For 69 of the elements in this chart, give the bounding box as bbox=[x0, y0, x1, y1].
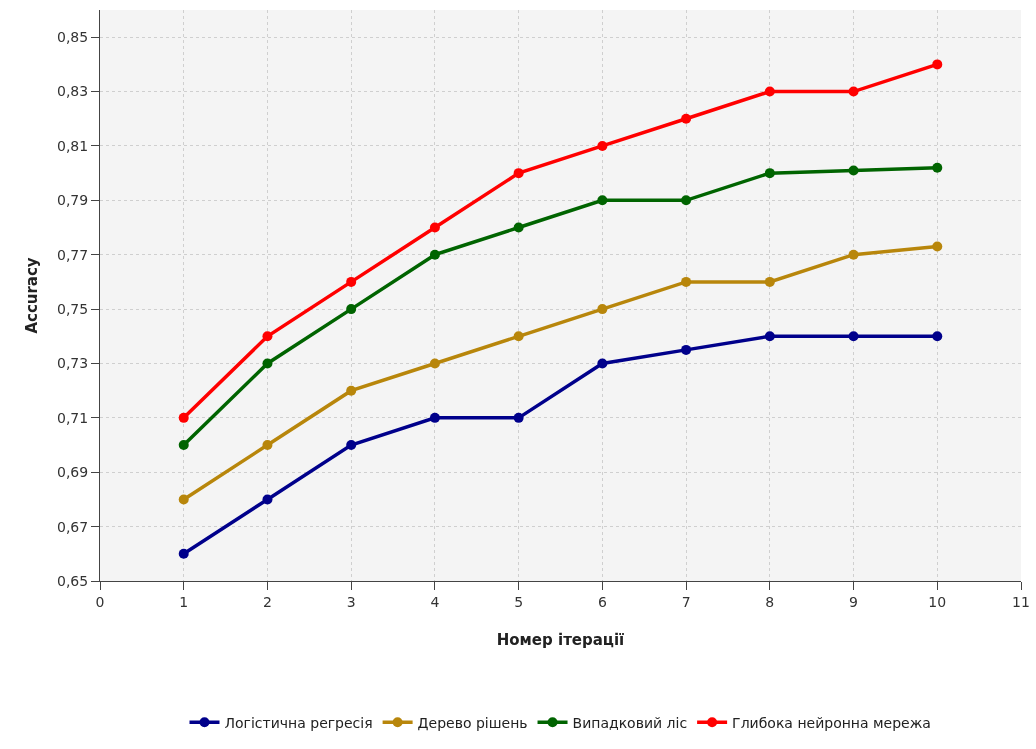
x-axis-title: Номер ітерації bbox=[496, 630, 625, 649]
point bbox=[681, 113, 692, 124]
x-tick-label: 3 bbox=[346, 593, 356, 610]
point bbox=[597, 195, 608, 206]
point bbox=[262, 494, 273, 505]
point bbox=[764, 86, 775, 97]
point bbox=[681, 195, 692, 206]
point bbox=[848, 249, 859, 260]
x-tick-label: 7 bbox=[681, 593, 691, 610]
point bbox=[764, 276, 775, 287]
y-tick-label: 0,77 bbox=[57, 246, 89, 263]
y-tick-label: 0,67 bbox=[57, 518, 89, 535]
point bbox=[932, 162, 943, 173]
y-tick-label: 0,83 bbox=[57, 83, 89, 100]
point bbox=[346, 440, 357, 451]
point bbox=[681, 276, 692, 287]
legend-label: Дерево рішень bbox=[417, 714, 528, 731]
y-tick-label: 0,75 bbox=[57, 301, 89, 317]
point bbox=[262, 331, 273, 342]
point bbox=[178, 412, 189, 423]
point bbox=[513, 331, 524, 342]
point bbox=[429, 358, 440, 369]
y-tick-label: 0,65 bbox=[57, 572, 89, 589]
x-tick-label: 6 bbox=[597, 593, 607, 610]
point bbox=[346, 276, 357, 287]
x-tick-label: 4 bbox=[430, 593, 440, 610]
legend-label: Випадковий ліс bbox=[572, 714, 688, 731]
point bbox=[429, 222, 440, 233]
point bbox=[764, 331, 775, 342]
point bbox=[513, 412, 524, 423]
point bbox=[429, 412, 440, 423]
y-tick-label: 0,73 bbox=[57, 355, 89, 372]
x-tick-label: 2 bbox=[262, 593, 272, 610]
point bbox=[932, 241, 943, 252]
y-tick-label: 0,81 bbox=[57, 137, 89, 154]
legend-label: Глибока нейронна мережа bbox=[732, 714, 931, 731]
point bbox=[848, 331, 859, 342]
x-tick-label: 0 bbox=[95, 593, 105, 610]
x-tick-label: 1 bbox=[179, 593, 189, 610]
point bbox=[848, 86, 859, 97]
point bbox=[681, 344, 692, 355]
point bbox=[262, 440, 273, 451]
point bbox=[932, 331, 943, 342]
point bbox=[346, 304, 357, 315]
x-tick-label: 11 bbox=[1012, 593, 1030, 610]
point bbox=[597, 304, 608, 315]
point bbox=[178, 494, 189, 505]
point bbox=[513, 168, 524, 179]
point bbox=[178, 548, 189, 559]
y-axis-title: Accuracy bbox=[23, 257, 42, 334]
point bbox=[597, 358, 608, 369]
point bbox=[597, 140, 608, 151]
x-tick-label: 5 bbox=[514, 593, 524, 610]
y-tick-label: 0,85 bbox=[57, 29, 89, 46]
point bbox=[346, 385, 357, 396]
point bbox=[262, 358, 273, 369]
x-tick-label: 9 bbox=[849, 593, 859, 610]
legend-label: Логістична регресія bbox=[224, 714, 373, 731]
point bbox=[848, 165, 859, 176]
x-tick-label: 10 bbox=[928, 593, 947, 610]
x-tick-label: 8 bbox=[765, 593, 775, 610]
point bbox=[429, 249, 440, 260]
point bbox=[178, 440, 189, 451]
point bbox=[932, 59, 943, 70]
point bbox=[764, 168, 775, 179]
y-tick-label: 0,69 bbox=[57, 464, 89, 481]
y-tick-label: 0,79 bbox=[57, 192, 89, 209]
point bbox=[513, 222, 524, 233]
y-tick-label: 0,71 bbox=[57, 409, 89, 426]
